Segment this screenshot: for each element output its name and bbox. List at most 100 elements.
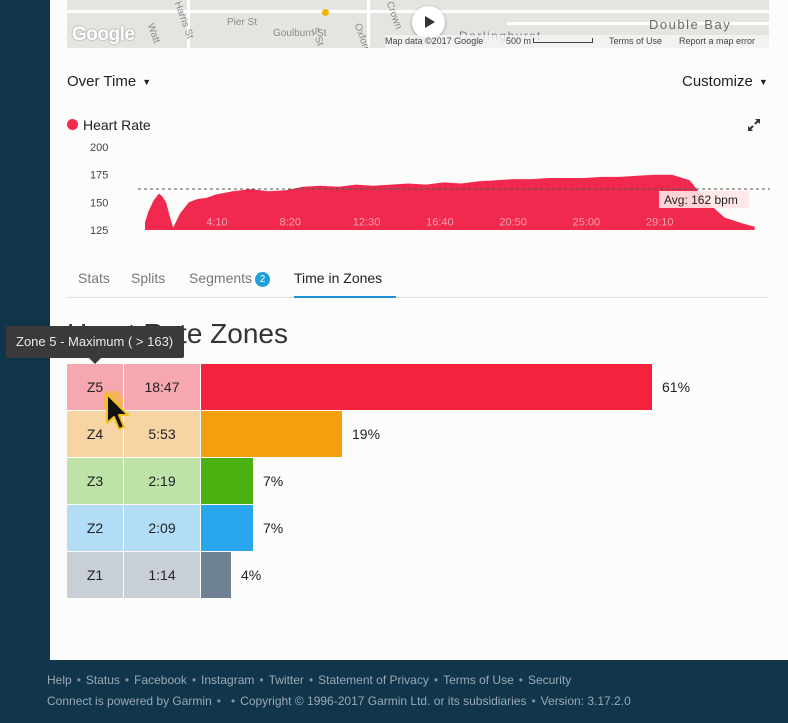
footer-powered: Connect is powered by Garmin: [47, 694, 212, 708]
tab-time-in-zones[interactable]: Time in Zones: [294, 270, 396, 298]
footer-separator: •: [124, 673, 130, 687]
map-pin-icon: [322, 9, 329, 16]
tooltip-arrow: [89, 358, 101, 364]
footer-copyright: Connect is powered by Garmin • • Copyright …: [47, 694, 631, 708]
mouse-cursor-icon: [104, 391, 129, 430]
map-road: [187, 0, 190, 48]
zone-time-cell: 5:53: [124, 411, 200, 457]
heart-rate-chart[interactable]: 200 175 150 125 4:10 8:20 12:30 16:40 20:50 25:00…: [90, 135, 780, 245]
map-street-label: Crown: [383, 0, 404, 31]
footer-separator: •: [76, 673, 81, 687]
zone-tooltip: Zone 5 - Maximum ( > 163): [6, 326, 184, 358]
x-tick-label: 16:40: [426, 217, 454, 229]
x-tick-label: 20:50: [499, 217, 527, 229]
zone-time-cell: 2:09: [124, 505, 200, 551]
map-scale-icon: [533, 38, 593, 43]
footer-link[interactable]: Help: [47, 673, 72, 687]
footer-separator: •: [191, 673, 197, 687]
footer-copyright-text: Copyright © 1996-2017 Garmin Ltd. or its…: [240, 694, 527, 708]
zone-percent: 19%: [352, 426, 381, 442]
tab-label: Stats: [78, 270, 110, 286]
map-road: [367, 0, 370, 48]
activity-tabs: Stats Splits Segments 2 Time in Zones: [67, 262, 769, 298]
play-route-button[interactable]: [412, 6, 445, 39]
average-label: Avg: 162 bpm: [664, 193, 738, 207]
x-tick-label: 12:30: [353, 217, 381, 229]
map-report-link[interactable]: Report a map error: [679, 36, 756, 46]
footer-separator: •: [259, 673, 264, 687]
heart-rate-area: [145, 174, 755, 230]
route-map[interactable]: Watt Harris St Pier St Goulburn St S St …: [67, 0, 769, 48]
zone-time-cell: 2:19: [124, 458, 200, 504]
tab-splits[interactable]: Splits: [131, 270, 165, 298]
footer-links: Help • Status • Facebook • Instagram • Twitter • S…: [47, 673, 571, 687]
view-select-label: Over Time: [67, 73, 137, 90]
tab-label: Segments: [189, 270, 253, 286]
y-tick-label: 175: [90, 170, 108, 182]
footer-link[interactable]: Facebook: [134, 673, 187, 687]
zone-row[interactable]: Z3 2:19 7%: [67, 458, 767, 504]
map-attribution-bar: Map data ©2017 Google 500 m Terms of Use…: [385, 35, 769, 48]
y-tick-label: 150: [90, 197, 108, 209]
footer-link[interactable]: Terms of Use: [443, 673, 514, 687]
zone-bar: [201, 552, 231, 598]
footer-link[interactable]: Statement of Privacy: [318, 673, 429, 687]
customize-label: Customize: [682, 73, 753, 90]
footer-link[interactable]: Status: [85, 673, 120, 687]
zone-percent: 61%: [662, 379, 691, 395]
map-street-label: Harris St: [171, 0, 196, 41]
zone-bar: [201, 411, 342, 457]
x-tick-label: 25:00: [573, 217, 601, 229]
zone-bar: [201, 364, 652, 410]
zone-bar: [201, 505, 253, 551]
chevron-down-icon: ▼: [758, 77, 768, 87]
map-attribution: Map data ©2017 Google: [385, 36, 484, 46]
zone-row[interactable]: Z5 18:47 61%: [67, 364, 767, 410]
x-tick-label: 8:20: [280, 217, 301, 229]
footer-separator: •: [433, 673, 439, 687]
zone-percent: 7%: [263, 473, 284, 489]
y-tick-label: 200: [90, 142, 108, 154]
zone-row[interactable]: Z1 1:14 4%: [67, 552, 767, 598]
map-terms-link[interactable]: Terms of Use: [609, 36, 663, 46]
map-scale-label: 500 m: [506, 36, 532, 46]
zone-row[interactable]: Z2 2:09 7%: [67, 505, 767, 551]
chevron-down-icon: ▼: [142, 77, 152, 87]
y-tick-label: 125: [90, 225, 108, 237]
x-tick-label: 29:10: [646, 217, 674, 229]
zone-time-cell: 1:14: [124, 552, 200, 598]
customize-button[interactable]: Customize ▼: [682, 73, 768, 90]
zone-time-cell: 18:47: [124, 364, 200, 410]
zone-percent: 7%: [263, 520, 284, 536]
footer-version: Version: 3.17.2.0: [540, 694, 631, 708]
footer-link[interactable]: Security: [527, 673, 572, 687]
map-area-label: Double Bay: [649, 17, 732, 32]
zone-id-cell[interactable]: Z1: [67, 552, 123, 598]
footer-link[interactable]: Instagram: [201, 673, 255, 687]
tab-stats[interactable]: Stats: [78, 270, 110, 298]
view-select[interactable]: Over Time ▼: [67, 73, 151, 90]
average-label-bg: [659, 191, 749, 208]
legend-dot-icon: [67, 119, 78, 130]
map-street-label: Goulburn St: [273, 28, 327, 39]
zone-id-cell[interactable]: Z3: [67, 458, 123, 504]
zone-row[interactable]: Z4 5:53 19%: [67, 411, 767, 457]
google-logo: Google: [72, 24, 135, 45]
footer-link[interactable]: Twitter: [268, 673, 304, 687]
tab-label: Time in Zones: [294, 270, 383, 286]
tab-label: Splits: [131, 270, 166, 286]
map-road: [507, 22, 769, 25]
zone-id-cell[interactable]: Z2: [67, 505, 123, 551]
map-street-label: Watt: [144, 22, 162, 45]
footer-separator: •: [518, 673, 523, 687]
zone-percent: 4%: [241, 567, 262, 583]
x-tick-label: 4:10: [206, 217, 227, 229]
expand-icon[interactable]: [747, 118, 761, 132]
map-street-label: Pier St: [227, 17, 258, 28]
zone-bar: [201, 458, 253, 504]
main-content: Watt Harris St Pier St Goulburn St S St …: [50, 0, 788, 660]
legend-label: Heart Rate: [83, 117, 151, 133]
segments-count-badge: 2: [255, 272, 271, 287]
tab-segments[interactable]: Segments 2: [189, 270, 271, 298]
footer-separator: •: [308, 673, 314, 687]
